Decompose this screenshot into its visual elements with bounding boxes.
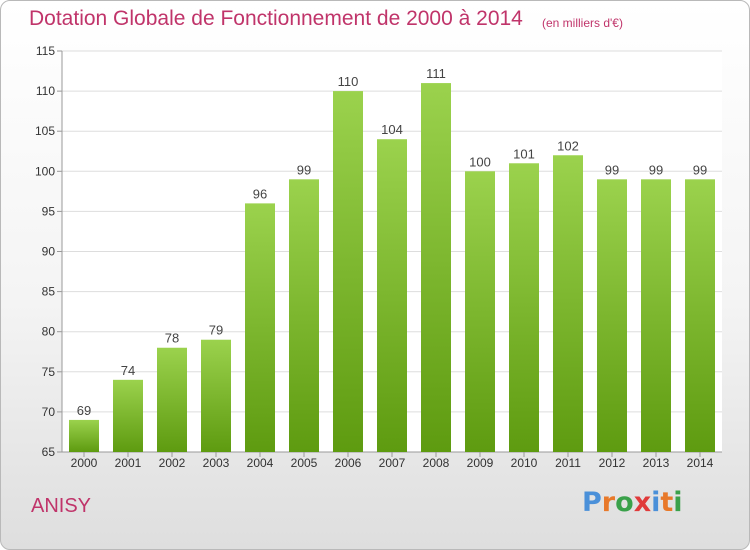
commune-name: ANISY <box>31 495 92 517</box>
x-tick-label: 2008 <box>423 456 450 470</box>
bar <box>465 171 495 453</box>
y-tick-label: 65 <box>42 445 56 459</box>
y-tick-label: 80 <box>42 325 56 339</box>
x-tick-label: 2006 <box>335 456 362 470</box>
logo-letter: o <box>615 487 634 518</box>
bar <box>201 339 231 452</box>
x-tick-label: 2005 <box>291 456 318 470</box>
x-tick-label: 2001 <box>115 456 142 470</box>
proxiti-logo: Proxiti <box>582 487 683 518</box>
x-tick-label: 2011 <box>555 456 581 470</box>
y-tick-label: 85 <box>42 285 56 299</box>
data-label: 99 <box>605 162 619 177</box>
logo-letter: r <box>601 487 616 518</box>
chart-unit-label: (en milliers d'€) <box>542 16 623 30</box>
data-label: 69 <box>77 403 91 418</box>
bar <box>157 347 187 452</box>
y-tick-label: 90 <box>42 245 56 259</box>
x-tick-label: 2012 <box>599 456 626 470</box>
bar <box>685 179 715 452</box>
x-tick-label: 2010 <box>511 456 538 470</box>
data-label: 99 <box>693 162 707 177</box>
logo-letter: i <box>673 487 683 518</box>
data-label: 100 <box>469 154 491 169</box>
y-tick-label: 75 <box>42 365 56 379</box>
logo-letter: P <box>582 487 602 518</box>
y-tick-label: 100 <box>35 164 55 178</box>
logo-letter: i <box>651 487 661 518</box>
x-tick-label: 2007 <box>379 456 406 470</box>
x-tick-label: 2000 <box>71 456 98 470</box>
bar <box>289 179 319 452</box>
bar <box>421 83 451 452</box>
bar <box>245 203 275 452</box>
data-label: 111 <box>426 66 446 81</box>
x-tick-label: 2013 <box>643 456 670 470</box>
y-tick-label: 115 <box>36 44 55 58</box>
bar <box>553 155 583 452</box>
data-label: 102 <box>557 138 579 153</box>
data-label: 78 <box>165 331 179 346</box>
bar <box>377 139 407 452</box>
y-tick-label: 70 <box>42 405 56 419</box>
x-tick-label: 2009 <box>467 456 494 470</box>
data-label: 99 <box>297 162 311 177</box>
logo-letter: t <box>660 487 674 518</box>
data-label: 110 <box>338 74 359 89</box>
data-label: 99 <box>649 162 663 177</box>
bar <box>509 163 539 452</box>
y-tick-label: 110 <box>36 84 55 98</box>
data-label: 101 <box>513 146 535 161</box>
bar <box>641 179 671 452</box>
y-tick-label: 105 <box>35 124 55 138</box>
bar <box>333 91 363 452</box>
data-label: 96 <box>253 186 267 201</box>
data-label: 104 <box>381 122 403 137</box>
x-tick-label: 2004 <box>247 456 274 470</box>
x-tick-label: 2014 <box>687 456 714 470</box>
bar <box>113 379 143 452</box>
chart-title: Dotation Globale de Fonctionnement de 20… <box>29 7 523 30</box>
logo-letter: x <box>633 487 652 518</box>
y-tick-label: 95 <box>42 204 56 218</box>
data-label: 74 <box>121 363 135 378</box>
x-tick-label: 2003 <box>203 456 230 470</box>
data-label: 79 <box>209 323 223 338</box>
bar <box>69 419 99 452</box>
x-tick-label: 2002 <box>159 456 186 470</box>
bar <box>597 179 627 452</box>
